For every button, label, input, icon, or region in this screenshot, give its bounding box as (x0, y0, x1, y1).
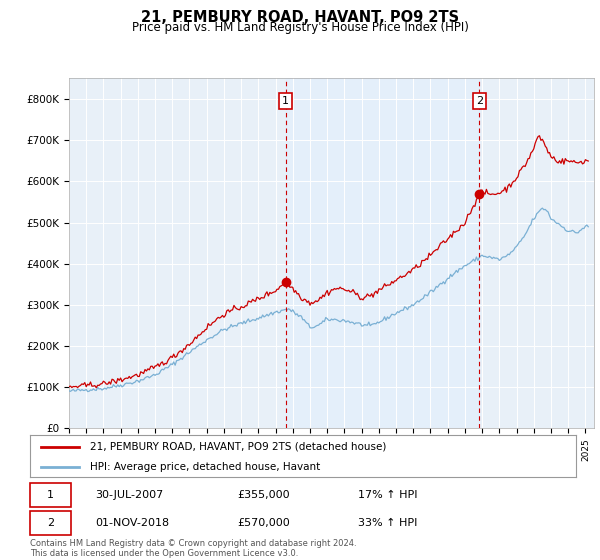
Text: Contains HM Land Registry data © Crown copyright and database right 2024.
This d: Contains HM Land Registry data © Crown c… (30, 539, 356, 558)
Text: 01-NOV-2018: 01-NOV-2018 (95, 518, 170, 528)
Bar (286, 78, 479, 428)
FancyBboxPatch shape (30, 511, 71, 535)
Text: Price paid vs. HM Land Registry's House Price Index (HPI): Price paid vs. HM Land Registry's House … (131, 21, 469, 34)
Text: 17% ↑ HPI: 17% ↑ HPI (358, 490, 417, 500)
Text: 30-JUL-2007: 30-JUL-2007 (95, 490, 164, 500)
Text: 21, PEMBURY ROAD, HAVANT, PO9 2TS (detached house): 21, PEMBURY ROAD, HAVANT, PO9 2TS (detac… (90, 442, 386, 452)
Text: 2: 2 (476, 96, 483, 106)
Text: £570,000: £570,000 (238, 518, 290, 528)
FancyBboxPatch shape (30, 483, 71, 507)
Text: HPI: Average price, detached house, Havant: HPI: Average price, detached house, Hava… (90, 461, 320, 472)
Text: 2: 2 (47, 518, 54, 528)
Text: £355,000: £355,000 (238, 490, 290, 500)
Text: 33% ↑ HPI: 33% ↑ HPI (358, 518, 417, 528)
Text: 21, PEMBURY ROAD, HAVANT, PO9 2TS: 21, PEMBURY ROAD, HAVANT, PO9 2TS (141, 10, 459, 25)
Text: 1: 1 (282, 96, 289, 106)
Text: 1: 1 (47, 490, 54, 500)
